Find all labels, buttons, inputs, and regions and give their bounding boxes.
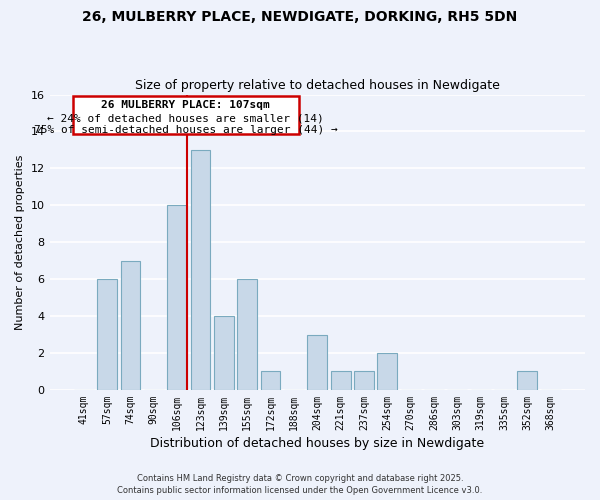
Bar	[191, 150, 211, 390]
Text: 26, MULBERRY PLACE, NEWDIGATE, DORKING, RH5 5DN: 26, MULBERRY PLACE, NEWDIGATE, DORKING, …	[82, 10, 518, 24]
Text: 26 MULBERRY PLACE: 107sqm: 26 MULBERRY PLACE: 107sqm	[101, 100, 270, 110]
Bar	[238, 279, 257, 390]
Bar	[354, 372, 374, 390]
X-axis label: Distribution of detached houses by size in Newdigate: Distribution of detached houses by size …	[150, 437, 484, 450]
Bar	[121, 260, 140, 390]
Bar	[260, 372, 280, 390]
Text: Contains HM Land Registry data © Crown copyright and database right 2025.
Contai: Contains HM Land Registry data © Crown c…	[118, 474, 482, 495]
Text: ← 24% of detached houses are smaller (14): ← 24% of detached houses are smaller (14…	[47, 113, 324, 123]
Bar	[214, 316, 234, 390]
Bar	[307, 334, 327, 390]
Bar	[97, 279, 117, 390]
Text: 75% of semi-detached houses are larger (44) →: 75% of semi-detached houses are larger (…	[34, 126, 338, 136]
Bar	[517, 372, 538, 390]
Bar	[377, 353, 397, 390]
Title: Size of property relative to detached houses in Newdigate: Size of property relative to detached ho…	[135, 79, 500, 92]
FancyBboxPatch shape	[73, 96, 299, 134]
Y-axis label: Number of detached properties: Number of detached properties	[15, 154, 25, 330]
Bar	[167, 206, 187, 390]
Bar	[331, 372, 350, 390]
